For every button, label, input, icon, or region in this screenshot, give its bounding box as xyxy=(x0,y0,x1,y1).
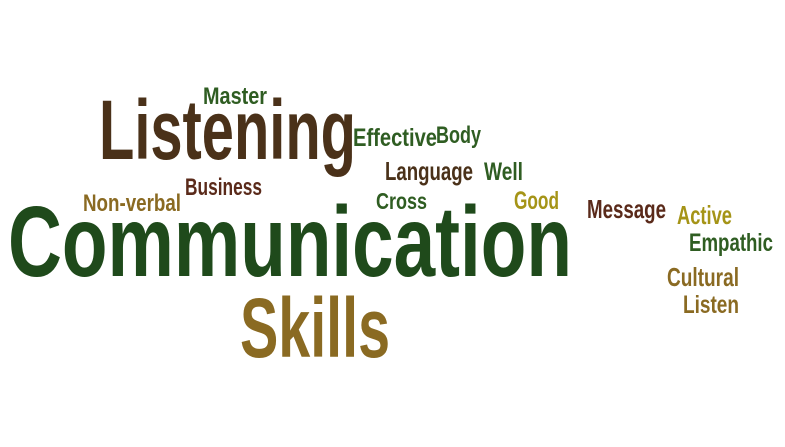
word-cultural: Cultural xyxy=(667,262,739,292)
word-listen: Listen xyxy=(683,291,739,319)
word-non-verbal: Non-verbal xyxy=(83,190,182,217)
word-effective: Effective xyxy=(353,124,438,152)
word-good: Good xyxy=(514,187,560,215)
word-communication: Communication xyxy=(8,186,572,298)
word-business: Business xyxy=(185,174,262,201)
word-skills: Skills xyxy=(240,281,390,375)
word-listening: Listening xyxy=(99,83,356,177)
word-well: Well xyxy=(484,158,523,186)
word-cross: Cross xyxy=(376,188,428,214)
word-message: Message xyxy=(587,194,666,224)
word-master: Master xyxy=(203,83,267,110)
word-language: Language xyxy=(385,156,473,186)
word-active: Active xyxy=(677,200,732,230)
word-empathic: Empathic xyxy=(689,229,774,257)
word-body: Body xyxy=(436,122,481,149)
